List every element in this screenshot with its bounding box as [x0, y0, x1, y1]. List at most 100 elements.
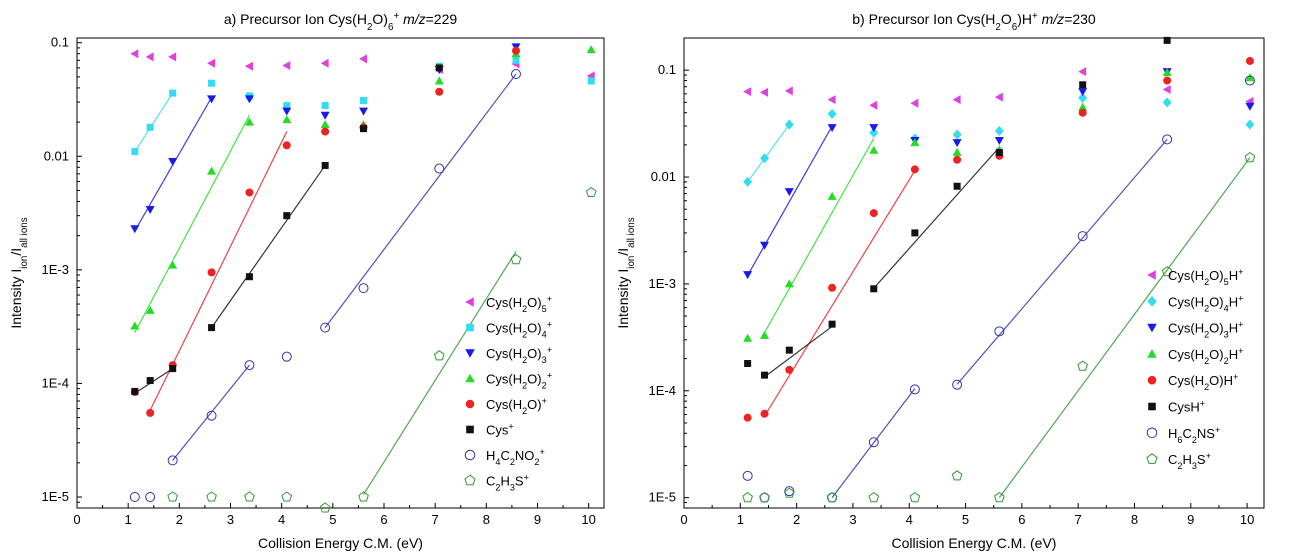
fit-line [764, 138, 875, 333]
y-tick-label: 1E-5 [42, 489, 69, 504]
fit-line [764, 170, 916, 417]
data-point [909, 491, 921, 503]
legend-marker [465, 373, 475, 383]
x-tick-label: 6 [1018, 512, 1025, 527]
x-tick-label: 3 [849, 512, 856, 527]
data-point [320, 322, 331, 333]
legend-marker [1147, 349, 1157, 358]
data-point [320, 111, 330, 120]
data-point [1244, 75, 1255, 86]
x-tick-label: 7 [432, 512, 439, 527]
data-point [168, 52, 177, 62]
data-point [145, 305, 155, 314]
data-point [360, 125, 368, 133]
chart-title: b) Precursor Ion Cys(H2O6)H+ m/z=230 [852, 11, 1096, 33]
x-tick-label: 3 [227, 512, 234, 527]
legend-label: H4C2NO2+ [486, 447, 545, 467]
y-axis-label: Intensity Iion/Iall ions [615, 217, 637, 328]
data-point [869, 127, 879, 138]
data-point [131, 387, 139, 395]
data-point [130, 225, 140, 234]
data-point [869, 209, 878, 218]
legend-label: Cys(H2O)5H+ [1168, 267, 1243, 287]
fit-line [211, 165, 326, 328]
data-point [952, 95, 961, 105]
plot-frame [683, 37, 1265, 509]
data-point [743, 413, 752, 422]
data-point [910, 138, 920, 147]
plot-frame [76, 37, 605, 509]
fit-line [956, 139, 1168, 385]
data-point [245, 188, 254, 197]
x-tick-label: 0 [680, 512, 687, 527]
fit-line [998, 157, 1251, 498]
data-point [206, 491, 217, 502]
data-point [1079, 81, 1087, 89]
data-point [1245, 119, 1255, 130]
data-point [283, 212, 291, 220]
data-point [206, 410, 217, 421]
data-point [759, 491, 770, 503]
data-point [245, 273, 253, 281]
data-point [743, 271, 753, 280]
data-point [1163, 76, 1172, 85]
legend-marker [1147, 375, 1157, 385]
data-point [742, 491, 753, 503]
data-point [760, 330, 770, 339]
data-point [827, 191, 837, 200]
data-point [168, 260, 178, 269]
data-point [359, 54, 368, 64]
data-point [129, 491, 140, 502]
legend-marker [464, 474, 476, 486]
data-point [952, 379, 963, 390]
legend-label: Cys(H2O)2H+ [1168, 346, 1243, 366]
y-tick-label: 1E-3 [42, 262, 69, 277]
data-point [760, 87, 769, 97]
x-tick-label: 10 [581, 512, 595, 527]
legend-label: H6C2NS+ [1168, 425, 1220, 445]
data-point [433, 350, 445, 361]
data-point [169, 365, 177, 373]
legend-marker [466, 425, 474, 434]
y-tick-label: 0.01 [44, 148, 69, 163]
legend-marker [1146, 427, 1158, 439]
data-point [360, 96, 368, 104]
data-point [320, 120, 330, 129]
data-point [868, 491, 880, 503]
data-point [743, 176, 753, 187]
x-tick-label: 1 [737, 512, 744, 527]
data-point [910, 98, 919, 108]
y-tick-label: 1E-3 [649, 276, 676, 291]
data-point [760, 409, 769, 418]
data-point [1245, 73, 1255, 82]
data-point [244, 117, 254, 126]
data-point [1245, 56, 1254, 65]
data-point [145, 52, 154, 62]
data-point [587, 77, 595, 85]
data-point [207, 95, 217, 104]
data-point [244, 360, 255, 371]
x-tick-label: 6 [380, 512, 387, 527]
data-point [321, 127, 330, 136]
data-point [827, 95, 836, 105]
x-tick-label: 10 [1240, 512, 1254, 527]
legend-label: C2H3S+ [1168, 451, 1211, 471]
data-point [1162, 68, 1172, 77]
legend-marker [1147, 296, 1157, 307]
data-point [146, 408, 155, 417]
data-point [244, 61, 253, 71]
data-point [870, 285, 878, 293]
x-tick-label: 9 [534, 512, 541, 527]
data-point [435, 87, 444, 96]
data-point [207, 166, 217, 175]
x-tick-label: 9 [1187, 512, 1194, 527]
data-point [169, 89, 177, 97]
data-point [282, 141, 291, 150]
data-point [282, 60, 291, 70]
data-point [282, 115, 292, 124]
data-point [743, 87, 752, 97]
y-axis-label: Intensity Iion/Iall ions [8, 217, 30, 328]
data-point [244, 95, 254, 104]
data-point [167, 491, 178, 502]
legend-label: Cys(H2O)4H+ [1168, 293, 1243, 313]
